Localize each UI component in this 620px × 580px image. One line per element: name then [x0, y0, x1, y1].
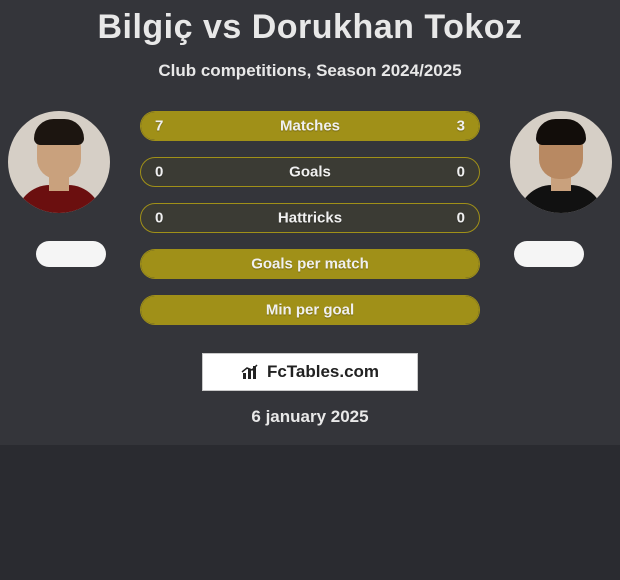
avatar-hair — [536, 119, 586, 145]
stat-row: 00Hattricks — [140, 203, 480, 233]
avatar-neck — [49, 177, 69, 191]
avatar-hair — [34, 119, 84, 145]
comparison-card: Bilgiç vs Dorukhan Tokoz Club competitio… — [0, 0, 620, 445]
stat-label: Min per goal — [141, 302, 479, 319]
footer-date: 6 january 2025 — [0, 407, 620, 427]
stat-label: Matches — [141, 118, 479, 135]
comparison-arena: 73Matches 00Goals 00Hattricks Goals per mat… — [0, 111, 620, 351]
avatar-neck — [551, 177, 571, 191]
stat-label: Goals — [141, 164, 479, 181]
page-title: Bilgiç vs Dorukhan Tokoz — [0, 8, 620, 47]
brand-chart-icon — [241, 363, 263, 381]
player-avatar-left — [8, 111, 110, 213]
brand-name: FcTables.com — [267, 362, 379, 382]
club-badge-right — [514, 241, 584, 267]
club-badge-left — [36, 241, 106, 267]
page-subtitle: Club competitions, Season 2024/2025 — [0, 61, 620, 81]
player-avatar-right — [510, 111, 612, 213]
brand-box: FcTables.com — [202, 353, 418, 391]
stat-bars: 73Matches 00Goals 00Hattricks Goals per mat… — [140, 111, 480, 341]
stat-row: 73Matches — [140, 111, 480, 141]
stat-label: Hattricks — [141, 210, 479, 227]
stat-row: 00Goals — [140, 157, 480, 187]
stat-row: Goals per match — [140, 249, 480, 279]
stat-row: Min per goal — [140, 295, 480, 325]
stat-label: Goals per match — [141, 256, 479, 273]
